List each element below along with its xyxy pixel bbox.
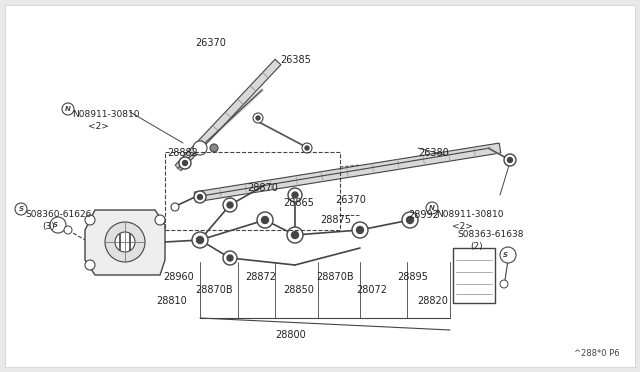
Text: 28870B: 28870B (316, 272, 354, 282)
Circle shape (223, 251, 237, 265)
Text: 28850: 28850 (283, 285, 314, 295)
Circle shape (62, 103, 74, 115)
Text: 28820: 28820 (417, 296, 448, 306)
Circle shape (426, 202, 438, 214)
Text: S08360-61626: S08360-61626 (25, 210, 92, 219)
Circle shape (291, 231, 298, 238)
Circle shape (182, 160, 188, 166)
Text: 28810: 28810 (156, 296, 187, 306)
Text: S: S (52, 222, 58, 228)
Polygon shape (175, 59, 281, 171)
Circle shape (15, 203, 27, 215)
Circle shape (115, 232, 135, 252)
Circle shape (85, 215, 95, 225)
Circle shape (256, 116, 260, 120)
Circle shape (171, 203, 179, 211)
Text: 26385: 26385 (280, 55, 311, 65)
Circle shape (210, 144, 218, 152)
Text: 28960: 28960 (163, 272, 194, 282)
Text: N: N (65, 106, 71, 112)
Circle shape (500, 247, 516, 263)
Circle shape (406, 217, 413, 224)
Text: 28895: 28895 (397, 272, 428, 282)
Text: (2): (2) (470, 242, 483, 251)
Circle shape (302, 143, 312, 153)
Text: 28882: 28882 (167, 148, 198, 158)
Text: 26370: 26370 (335, 195, 366, 205)
Text: 28800: 28800 (275, 330, 306, 340)
Circle shape (227, 202, 233, 208)
Circle shape (223, 198, 237, 212)
Polygon shape (85, 210, 165, 275)
Text: 28865: 28865 (283, 198, 314, 208)
Text: ^288*0 P6: ^288*0 P6 (574, 349, 620, 358)
Text: 28870: 28870 (247, 183, 278, 193)
Text: 28072: 28072 (356, 285, 387, 295)
Bar (453, 248, 495, 303)
Polygon shape (194, 143, 500, 202)
Circle shape (50, 217, 66, 233)
Text: N: N (429, 205, 435, 211)
Circle shape (193, 141, 207, 155)
Text: 26370: 26370 (195, 38, 226, 48)
Text: S08363-61638: S08363-61638 (457, 230, 524, 239)
Circle shape (64, 226, 72, 234)
Circle shape (253, 113, 263, 123)
Circle shape (155, 215, 165, 225)
Circle shape (85, 260, 95, 270)
Circle shape (402, 212, 418, 228)
Text: 28870B: 28870B (195, 285, 232, 295)
Text: N08911-30810: N08911-30810 (436, 210, 504, 219)
Text: 28875: 28875 (320, 215, 351, 225)
Circle shape (287, 227, 303, 243)
Circle shape (352, 222, 368, 238)
Text: S: S (19, 206, 24, 212)
Text: (3): (3) (42, 222, 55, 231)
Circle shape (257, 212, 273, 228)
Circle shape (504, 154, 516, 166)
Circle shape (356, 227, 364, 234)
Text: N08911-30810: N08911-30810 (72, 110, 140, 119)
Circle shape (500, 280, 508, 288)
Circle shape (194, 191, 206, 203)
Circle shape (192, 232, 208, 248)
Circle shape (262, 217, 269, 224)
Circle shape (179, 157, 191, 169)
Circle shape (227, 255, 233, 261)
Circle shape (305, 146, 309, 150)
Text: <2>: <2> (88, 122, 109, 131)
Circle shape (198, 195, 202, 199)
Circle shape (288, 188, 302, 202)
Text: 28872: 28872 (245, 272, 276, 282)
Text: <2>: <2> (452, 222, 473, 231)
Text: S: S (502, 252, 508, 258)
Circle shape (105, 222, 145, 262)
Circle shape (196, 237, 204, 244)
Text: 28992: 28992 (408, 210, 439, 220)
Circle shape (508, 157, 513, 163)
Text: 26380: 26380 (418, 148, 449, 158)
Circle shape (292, 192, 298, 198)
